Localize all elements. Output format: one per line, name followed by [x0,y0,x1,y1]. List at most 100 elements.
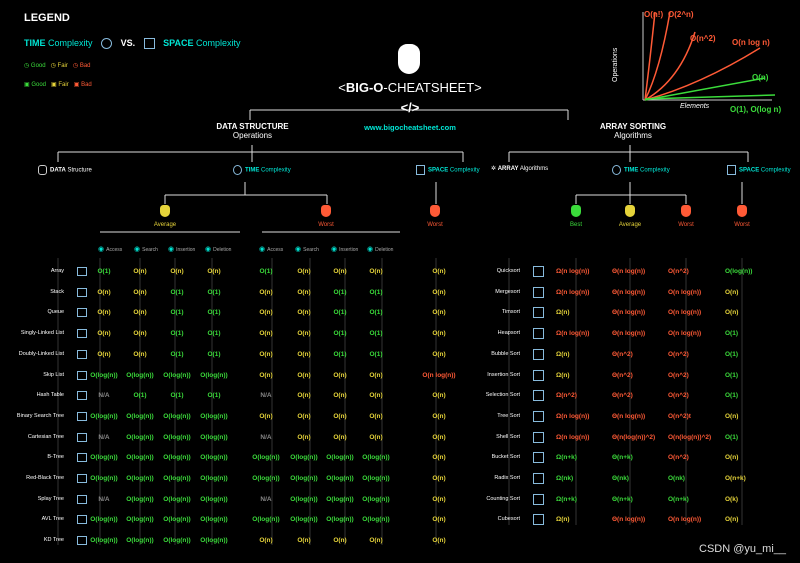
good-stopwatch-icon: ◷ [24,63,30,69]
ds-worst-cell: O(1) [333,309,347,317]
ds-worst-cell: O(1) [369,350,383,358]
ds-avg-cell: O(n) [97,350,111,358]
ds-worst-cell: O(n) [333,412,347,420]
ds-avg-cell: O(log(n)) [200,475,228,482]
as-cell: O(n log(n)) [668,516,702,524]
ds-row-label: Doubly-Linked List [18,350,64,357]
ds-avg-cell: O(log(n)) [200,516,228,524]
ds-avg-cell: O(log(n)) [126,495,154,503]
as-cell: Θ(nk) [612,475,629,482]
as-row-label: Mergesort [495,288,520,295]
as-array-label: ARRAY [497,166,519,172]
ds-avg-cell: O(log(n)) [90,412,118,420]
as-cell: O(n log(n)) [668,309,702,317]
good-disk-icon: ▣ [24,82,30,88]
ds-avg-cell: O(log(n)) [126,516,154,524]
ds-avg-cell: O(n) [97,330,111,338]
ds-worst-cell: O(log(n)) [326,454,354,462]
ds-avg-cell: O(log(n)) [126,433,154,441]
ds-op-deletion-avg: ◉ Deletion [205,245,231,253]
as-row-label: Selection Sort [485,392,520,399]
as-row-label: Bucket Sort [491,454,520,461]
ds-worst-cell: O(n) [259,350,273,358]
ds-avg-cell: O(log(n)) [90,371,118,379]
as-cell: Ω(n log(n)) [556,433,590,441]
ds-worst-cell: O(log(n)) [252,516,280,524]
ds-worst-cell: O(log(n)) [326,495,354,503]
search-icon: ◉ [295,246,302,253]
as-worst-mask-icon [681,205,691,217]
ds-row-label: Singly-Linked List [20,330,64,337]
as-cell: Θ(n log(n)) [612,516,646,524]
legend-vs: VS. [120,38,136,48]
as-cell: O(n^2) [668,392,689,400]
as-subtitle: Algorithms [614,131,652,140]
title-big: BIG-O [345,80,384,95]
watermark: CSDN @yu_mi__ [699,543,786,555]
ds-data-sub: Structure [67,167,92,174]
as-algorithm-icon [533,369,544,381]
ds-avg-cell: N/A [98,392,110,400]
as-row-label: Shell Sort [496,433,520,440]
ds-worst-cell: O(1) [369,309,383,317]
ds-worst-cell: O(1) [259,268,273,275]
as-cell: O(n log(n)) [668,288,702,296]
space-worst-mask-icon [430,205,440,217]
as-cell: O(1) [725,433,738,441]
ds-space-cell: O(n) [432,475,446,482]
ds-avg-cell: O(1) [207,330,221,338]
as-row-label: Quicksort [496,268,520,274]
legend-bad-2: Bad [81,82,92,88]
legend-title: LEGEND [24,12,70,24]
ds-worst-cell: O(n) [297,371,311,379]
ds-worst-cell: O(n) [333,371,347,379]
as-cell: Ω(n+k) [556,454,577,462]
as-cell: O(n log(n)) [668,330,702,338]
ds-op-label: Insertion [176,247,196,253]
as-cell: O(n^2) [668,350,689,358]
graph-label-factorial: O(n!) [644,10,664,19]
ds-space-cell: O(n) [432,516,446,524]
as-algorithm-icon [533,348,544,360]
ds-space-cell: O(n) [432,412,446,420]
as-cell: O(n^2) [668,268,689,275]
stopwatch-icon-as [612,165,621,175]
as-algorithm-icon [533,390,544,402]
ds-structure-icon [77,287,87,297]
ds-worst-cell: O(1) [369,330,383,338]
ds-op-insertion-worst: ◉ Insertion [331,245,358,253]
ds-worst-cell: O(n) [259,309,273,317]
as-time-sub: Complexity [640,167,670,174]
as-best-label: Best [569,222,582,228]
as-time-header: TIME Complexity [612,165,670,175]
ds-avg-cell: O(log(n)) [126,537,154,545]
as-cell: Θ(n log(n)) [612,412,646,420]
as-algorithm-icon [533,473,544,484]
legend-time-rest: Complexity [48,38,93,48]
ds-avg-cell: O(1) [207,392,221,400]
as-cell: O(n(log(n))^2) [668,433,712,441]
as-cell: O(n^2)t [668,412,691,420]
as-space-worst-mask-icon [737,205,747,217]
ds-avg-cell: O(n) [170,268,184,275]
curve-linear [644,77,766,101]
legend-space-ratings: ▣ Good ▣ Fair ▣ Bad [24,81,92,88]
ds-row-label: AVL Tree [41,516,64,523]
as-space-header: SPACE Complexity [727,165,791,175]
ds-structure-icon [77,515,87,525]
legend-space: SPACE [163,38,194,48]
ds-worst-cell: O(n) [333,392,347,400]
graph-label-exponential: O(2^n) [668,10,694,19]
ds-avg-cell: O(log(n)) [200,454,228,462]
as-cell: O(n) [725,412,739,420]
ds-space-label: SPACE [428,167,449,174]
as-cell: O(1) [725,350,738,358]
ds-avg-cell: O(n) [97,288,111,296]
database-icon [38,165,47,175]
ds-worst-cell: O(1) [333,350,347,358]
site-url[interactable]: www.bigocheatsheet.com [364,123,456,132]
ds-worst-cell: O(n) [259,330,273,338]
ds-avg-cell: O(n) [133,350,147,358]
curve-constant [644,94,776,100]
ds-row-label: Stack [50,288,64,295]
